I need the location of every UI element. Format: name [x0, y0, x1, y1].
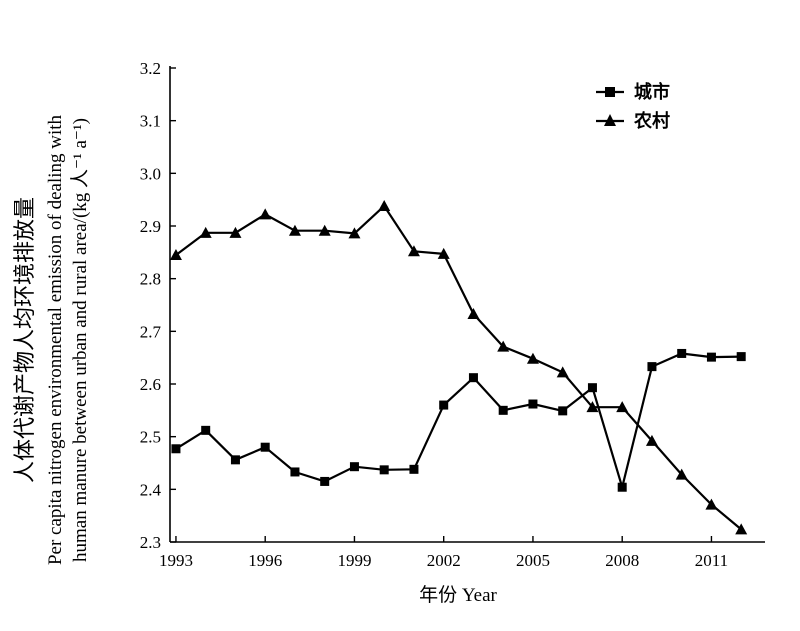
x-axis-title: 年份 Year [419, 584, 497, 606]
data-point-rural [645, 434, 658, 446]
x-tick-label: 2005 [516, 551, 550, 570]
axes [169, 66, 765, 543]
data-point-urban [706, 352, 716, 362]
data-point-rural [169, 248, 182, 260]
y-tick-label: 2.7 [140, 322, 162, 341]
data-point-rural [378, 199, 391, 211]
series-line-urban [175, 352, 742, 489]
data-point-urban [409, 464, 419, 474]
data-point-rural [407, 245, 420, 257]
data-point-urban [201, 425, 211, 435]
legend-item-rural: 农村 [596, 110, 670, 132]
x-tick-label: 2008 [605, 551, 639, 570]
y-ticks: 2.3 2.4 2.5 2.6 2.7 2.8 2.9 3.0 3.1 3.2 [140, 59, 176, 552]
data-point-rural [556, 366, 569, 378]
series-line-rural [175, 204, 742, 531]
data-point-urban [677, 348, 687, 358]
x-tick-label: 2002 [427, 551, 461, 570]
data-point-urban [439, 400, 449, 410]
data-point-urban [379, 465, 389, 475]
data-point-rural [586, 401, 599, 413]
x-tick-label: 1996 [248, 551, 282, 570]
x-tick-label: 1993 [159, 551, 193, 570]
data-point-rural [437, 247, 450, 259]
y-axis-title-line-2: Per capita nitrogen environmental emissi… [45, 114, 66, 565]
y-tick-label: 2.6 [140, 375, 161, 394]
data-point-urban [647, 362, 657, 372]
y-tick-label: 3.0 [140, 164, 161, 183]
y-tick-label: 3.1 [140, 112, 161, 131]
data-point-rural [199, 226, 212, 238]
data-point-urban [617, 482, 627, 492]
y-tick-label: 2.5 [140, 428, 161, 447]
legend-marker-square-icon [605, 87, 615, 97]
data-point-urban [587, 383, 597, 393]
data-point-urban [498, 405, 508, 415]
data-point-rural [467, 307, 480, 319]
data-point-urban [230, 455, 240, 465]
y-axis-title-line-3: human manure between urban and rural are… [69, 118, 91, 562]
data-point-rural [616, 401, 629, 413]
data-point-rural [675, 468, 688, 480]
data-point-urban [349, 462, 359, 472]
legend-label-urban: 城市 [634, 81, 670, 103]
data-point-urban [260, 442, 270, 452]
data-point-rural [705, 498, 718, 510]
y-tick-label: 2.9 [140, 217, 161, 236]
data-point-rural [497, 340, 510, 352]
y-axis-title: 人体代谢产物人均环境排放量 Per capita nitrogen enviro… [12, 114, 91, 565]
data-point-urban [736, 352, 746, 362]
data-point-urban [290, 467, 300, 477]
data-point-rural [229, 226, 242, 238]
data-point-rural [348, 227, 361, 239]
data-point-rural [735, 523, 748, 535]
data-point-urban [558, 406, 568, 416]
data-point-rural [288, 224, 301, 236]
y-tick-label: 3.2 [140, 59, 161, 78]
legend-marker-triangle-icon [604, 114, 616, 126]
x-tick-label: 2011 [695, 551, 728, 570]
data-point-rural [318, 224, 331, 236]
y-axis-title-line-1: 人体代谢产物人均环境排放量 [12, 197, 37, 483]
y-tick-label: 2.3 [140, 533, 161, 552]
data-point-rural [526, 352, 539, 364]
data-point-urban [528, 399, 538, 409]
legend-item-urban: 城市 [596, 81, 670, 103]
data-point-urban [171, 444, 181, 454]
data-point-rural [259, 208, 272, 220]
x-ticks: 1993 1996 1999 2002 2005 2008 2011 [159, 536, 728, 570]
data-point-urban [320, 476, 330, 486]
data-point-urban [468, 373, 478, 383]
y-tick-label: 2.8 [140, 270, 161, 289]
x-tick-label: 1999 [337, 551, 371, 570]
y-tick-label: 2.4 [140, 480, 162, 499]
series-layer [169, 199, 748, 535]
legend: 城市 农村 [596, 81, 670, 132]
legend-label-rural: 农村 [633, 110, 670, 132]
